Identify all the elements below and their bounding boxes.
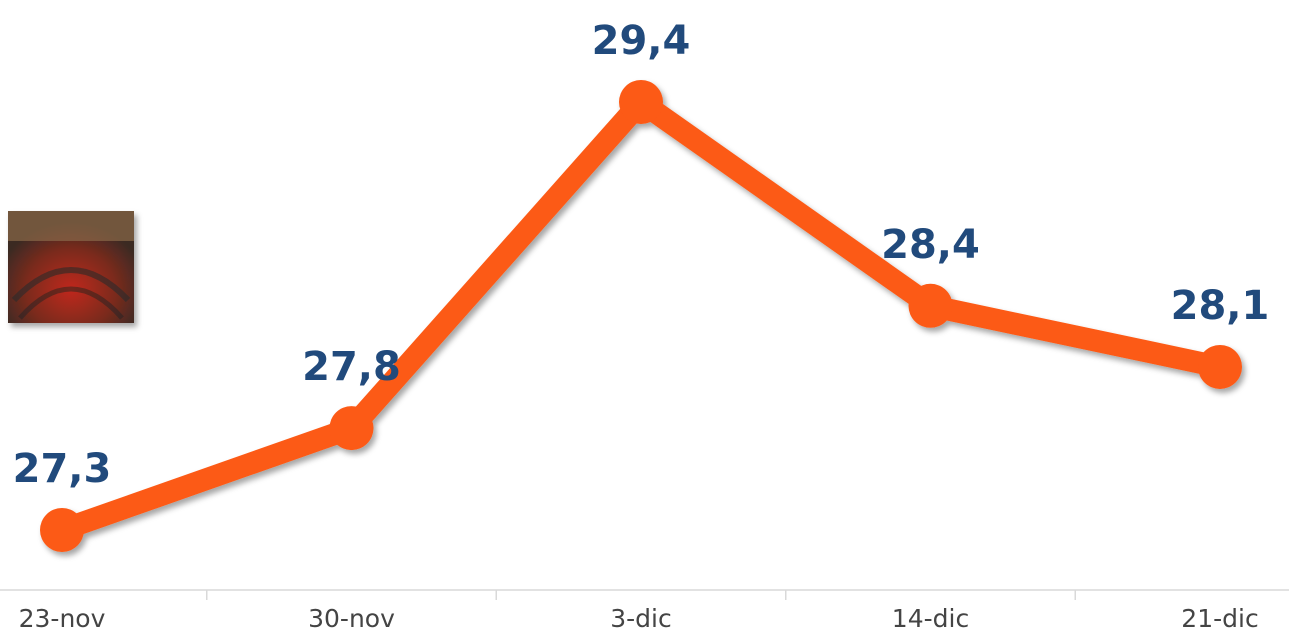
series [40, 80, 1242, 552]
x-tick-label: 30-nov [308, 604, 395, 633]
line [58, 91, 1223, 541]
x-tick-label: 21-dic [1181, 604, 1258, 633]
x-tick-label: 23-nov [19, 604, 106, 633]
point [908, 283, 953, 328]
data-label: 29,4 [592, 18, 691, 64]
data-label: 28,1 [1171, 283, 1270, 329]
parliament-image [8, 211, 134, 323]
data-label: 27,3 [13, 446, 112, 492]
data-label: 27,8 [302, 344, 401, 390]
x-tick-label: 3-dic [610, 604, 672, 633]
x-tick-label: 14-dic [892, 604, 969, 633]
point [329, 406, 374, 451]
point [40, 508, 84, 552]
point [1198, 344, 1242, 389]
data-label: 28,4 [881, 222, 980, 268]
point [619, 80, 663, 124]
